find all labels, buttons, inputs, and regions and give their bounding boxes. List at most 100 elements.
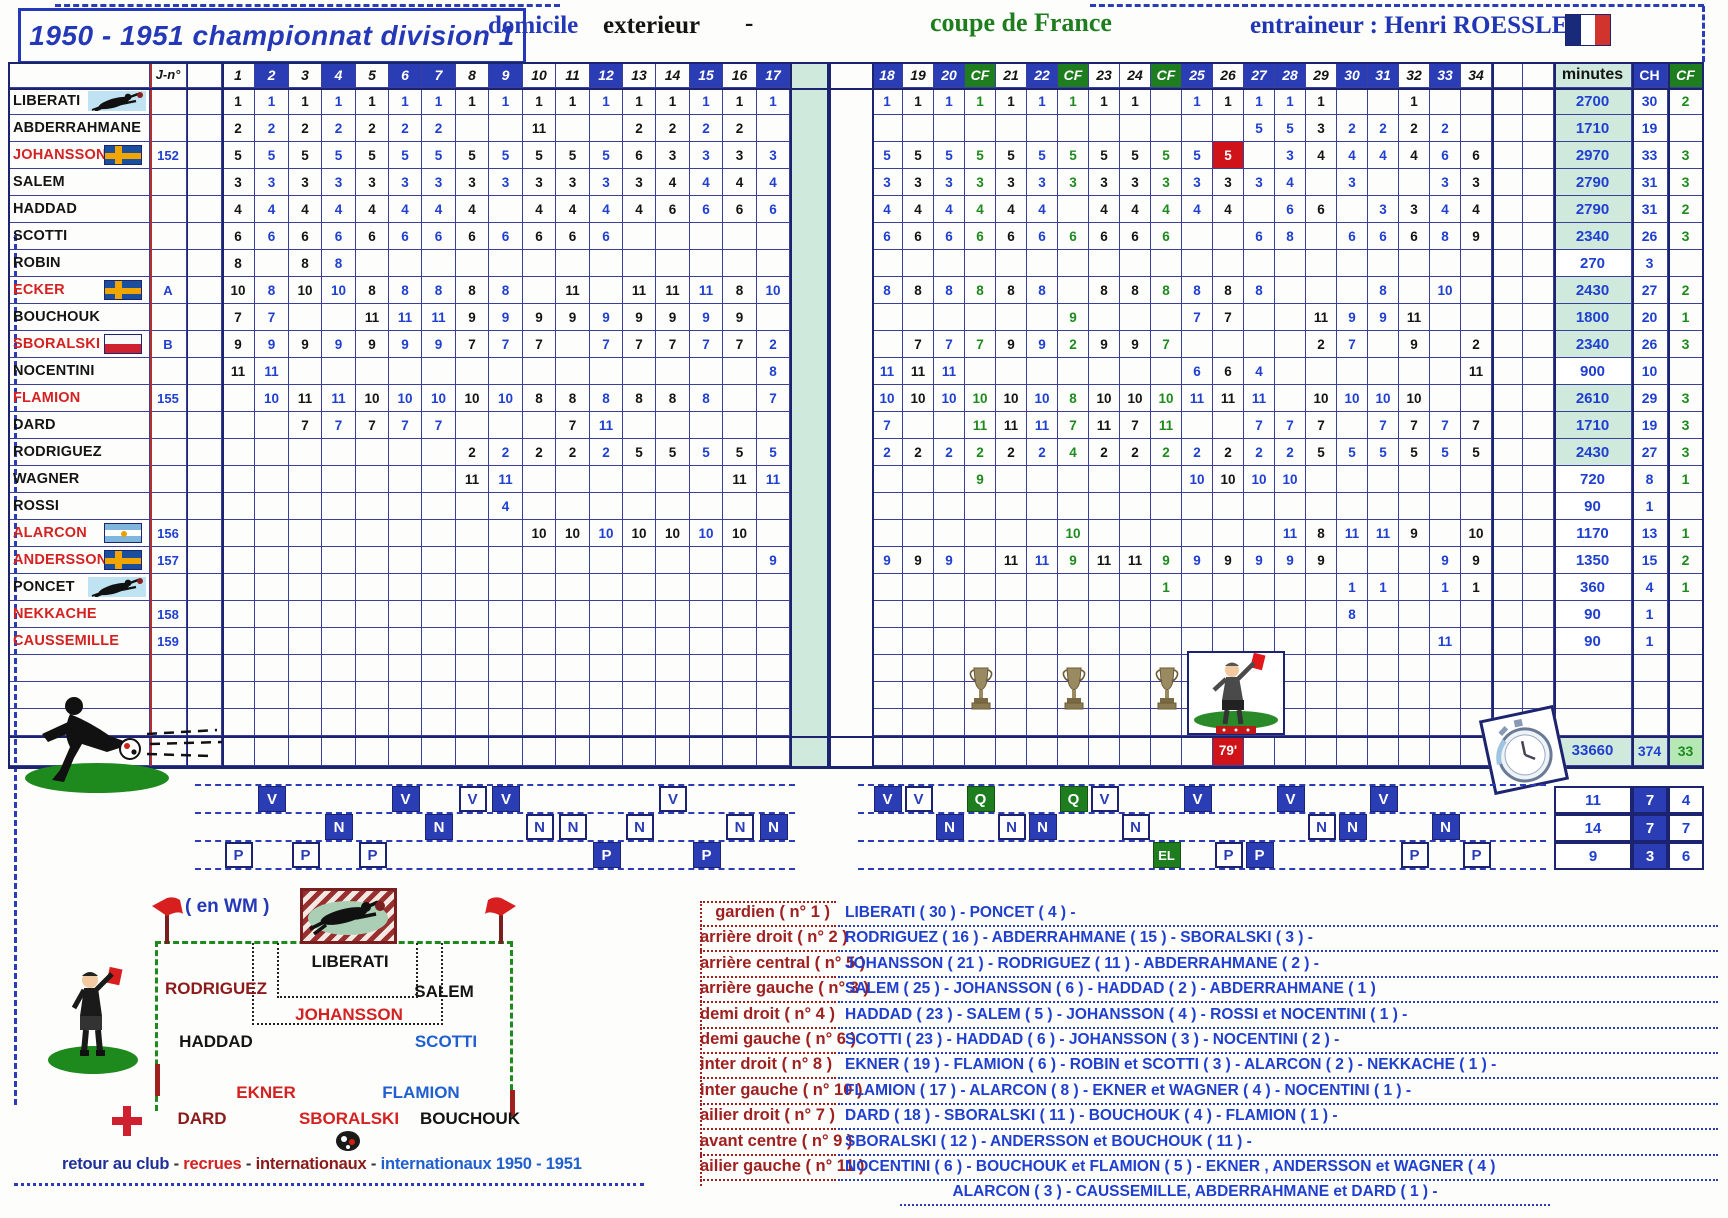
match-cell: 6	[456, 223, 489, 250]
match-cell: 10	[1244, 466, 1275, 493]
match-header-cell: 23	[1089, 62, 1120, 88]
position-players: LIBERATI ( 30 ) - PONCET ( 4 ) -	[845, 904, 1076, 921]
match-cell	[1399, 628, 1430, 655]
match-cell	[1368, 601, 1399, 628]
match-cell	[656, 547, 690, 574]
match-cell	[255, 601, 289, 628]
match-cell	[1213, 115, 1244, 142]
match-cell	[289, 304, 322, 331]
match-cell: 5	[1027, 142, 1058, 169]
match-cell	[1027, 736, 1058, 766]
match-cell	[872, 115, 903, 142]
goalkeeper-icon	[88, 577, 146, 598]
match-cell	[523, 412, 556, 439]
position-players: SCOTTI ( 23 ) - HADDAD ( 6 ) - JOHANSSON…	[845, 1031, 1340, 1048]
match-cell	[1027, 655, 1058, 682]
match-cell	[872, 574, 903, 601]
match-cell	[723, 574, 757, 601]
match-cell	[1337, 493, 1368, 520]
diagram-player-name: BOUCHOUK	[419, 1109, 521, 1128]
player-name-cell: ROBIN	[8, 250, 150, 277]
grid-line	[1632, 62, 1634, 766]
spacer-cell	[1492, 466, 1523, 493]
match-cell	[1275, 736, 1306, 766]
spacer-cell	[1523, 493, 1554, 520]
match-cell: 6	[1120, 223, 1151, 250]
match-cell	[255, 655, 289, 682]
match-cell	[556, 250, 590, 277]
match-cell	[222, 655, 255, 682]
match-cell	[656, 574, 690, 601]
match-cell: 2	[1151, 439, 1182, 466]
match-cell	[1337, 277, 1368, 304]
match-cell	[1244, 493, 1275, 520]
match-cell: 5	[1430, 439, 1461, 466]
match-cell: 8	[757, 358, 790, 385]
match-cell	[1151, 88, 1182, 115]
match-cell: 4	[1089, 196, 1120, 223]
match-cell: 2	[872, 439, 903, 466]
match-cell	[656, 709, 690, 736]
match-cell	[422, 601, 456, 628]
spacer-cell	[1523, 520, 1554, 547]
result-n-box: N	[726, 814, 754, 840]
match-cell	[422, 547, 456, 574]
match-cell: 7	[255, 304, 289, 331]
match-cell: 4	[523, 196, 556, 223]
match-header-cell: 20	[934, 62, 965, 88]
match-cell	[723, 736, 757, 766]
match-cell	[556, 628, 590, 655]
diagram-player-name: SALEM	[414, 982, 474, 1001]
match-cell	[965, 115, 996, 142]
match-cell	[389, 250, 422, 277]
match-cell	[1058, 115, 1089, 142]
match-cell	[1244, 331, 1275, 358]
match-cell: 11	[556, 277, 590, 304]
match-cell	[255, 412, 289, 439]
match-cell: 4	[996, 196, 1027, 223]
match-cell: 9	[1058, 547, 1089, 574]
match-cell	[322, 655, 356, 682]
match-cell: 7	[456, 331, 489, 358]
spacer-cell	[1492, 574, 1523, 601]
result-v-box: V	[258, 786, 286, 812]
diagram-player-name: DARD	[177, 1109, 227, 1128]
match-cell	[489, 115, 523, 142]
match-cell	[1306, 574, 1337, 601]
spacer-cell	[1492, 628, 1523, 655]
position-value-underline	[900, 1204, 1550, 1207]
match-cell: 3	[1213, 169, 1244, 196]
match-cell	[456, 655, 489, 682]
match-cell	[757, 250, 790, 277]
match-cell	[1213, 412, 1244, 439]
match-cell: 4	[1151, 196, 1182, 223]
match-cell: 9	[1399, 331, 1430, 358]
match-cell: 8	[1213, 277, 1244, 304]
match-cell: 6	[1244, 223, 1275, 250]
position-players: RODRIGUEZ ( 16 ) - ABDERRAHMANE ( 15 ) -…	[845, 929, 1313, 947]
match-cell	[1151, 709, 1182, 736]
match-cell: 9	[255, 331, 289, 358]
spacer-cell	[1492, 655, 1523, 682]
match-cell: 1	[965, 88, 996, 115]
match-cell	[723, 601, 757, 628]
match-cell	[656, 493, 690, 520]
match-cell	[903, 115, 934, 142]
minutes-cell: 2430	[1554, 439, 1632, 466]
match-cell	[965, 628, 996, 655]
match-cell	[1368, 709, 1399, 736]
match-cell: 6	[623, 142, 656, 169]
match-cell: 3	[389, 169, 422, 196]
match-cell: 5	[1182, 142, 1213, 169]
spacer-cell	[1523, 574, 1554, 601]
match-cell: 9	[965, 466, 996, 493]
player-name: FLAMION	[13, 390, 81, 406]
match-cell	[1368, 88, 1399, 115]
match-header-cell: 34	[1461, 62, 1492, 88]
match-cell: 3	[1337, 169, 1368, 196]
match-cell: 5	[757, 439, 790, 466]
match-cell	[422, 520, 456, 547]
ch-cell: 27	[1632, 277, 1668, 304]
match-cell: 4	[590, 196, 623, 223]
match-cell: 8	[1089, 277, 1120, 304]
